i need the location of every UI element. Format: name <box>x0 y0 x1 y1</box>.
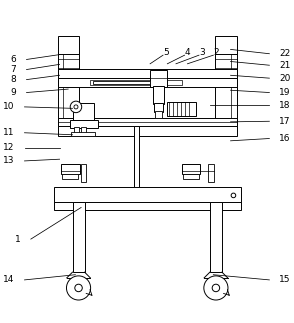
Bar <box>74 127 79 133</box>
Text: 18: 18 <box>279 101 291 110</box>
Text: 10: 10 <box>3 102 14 111</box>
Bar <box>210 202 222 272</box>
Bar <box>61 164 80 174</box>
Bar <box>167 102 196 116</box>
Bar <box>81 127 86 133</box>
Circle shape <box>75 284 82 292</box>
Text: 2: 2 <box>213 48 219 57</box>
Bar <box>58 36 79 54</box>
Text: 4: 4 <box>185 48 190 57</box>
Bar <box>54 187 240 203</box>
Bar <box>153 86 164 104</box>
Bar <box>154 103 163 112</box>
Bar <box>58 119 237 127</box>
Bar <box>58 52 79 127</box>
Text: 15: 15 <box>279 276 291 285</box>
Bar <box>73 103 94 120</box>
Bar <box>208 164 214 182</box>
Bar <box>73 202 85 272</box>
Text: 22: 22 <box>279 49 291 58</box>
Text: 1: 1 <box>15 234 21 244</box>
Bar <box>58 69 237 78</box>
Bar <box>58 78 237 87</box>
Bar <box>215 36 237 54</box>
Bar <box>58 126 237 136</box>
Bar <box>81 164 86 182</box>
Bar <box>71 131 96 136</box>
Bar <box>215 52 237 127</box>
Text: 12: 12 <box>3 143 14 152</box>
Bar <box>62 173 78 179</box>
Bar <box>183 173 199 179</box>
Text: 16: 16 <box>279 134 291 143</box>
Text: 17: 17 <box>279 117 291 126</box>
Text: 14: 14 <box>3 276 14 285</box>
Circle shape <box>204 276 228 300</box>
Bar <box>182 164 201 174</box>
Text: 19: 19 <box>279 88 291 97</box>
Bar <box>70 120 98 128</box>
Circle shape <box>66 276 91 300</box>
Text: 5: 5 <box>163 48 169 57</box>
Circle shape <box>74 105 78 109</box>
Circle shape <box>212 284 220 292</box>
Bar <box>90 80 182 85</box>
Bar <box>134 126 139 187</box>
Text: 3: 3 <box>199 48 205 57</box>
Text: 6: 6 <box>11 55 16 64</box>
Bar <box>93 81 150 85</box>
Text: 20: 20 <box>279 74 291 83</box>
Bar <box>54 202 240 210</box>
Circle shape <box>231 193 236 198</box>
Text: 7: 7 <box>11 65 16 74</box>
Text: 13: 13 <box>3 156 14 165</box>
Circle shape <box>70 101 82 113</box>
Bar <box>155 111 162 119</box>
Text: 11: 11 <box>3 128 14 137</box>
Bar <box>150 69 167 87</box>
Text: 21: 21 <box>279 61 291 70</box>
Text: 9: 9 <box>11 88 16 97</box>
Text: 8: 8 <box>11 75 16 84</box>
